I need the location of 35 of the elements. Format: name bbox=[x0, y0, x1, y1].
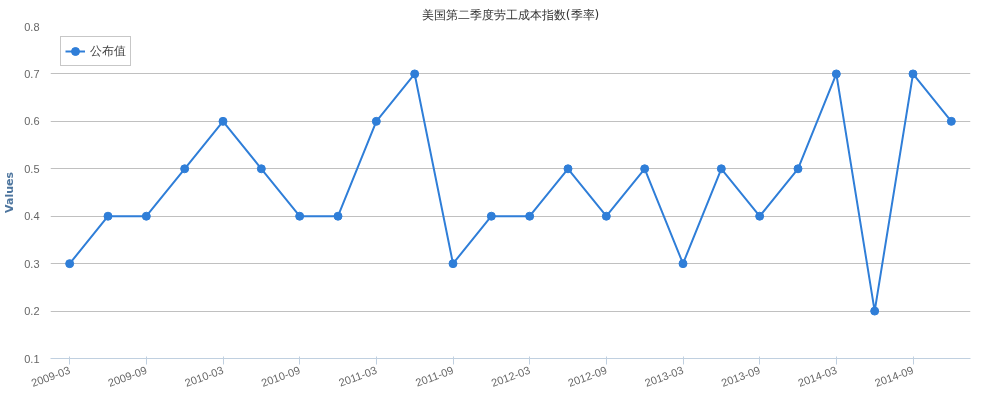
point bbox=[525, 211, 535, 221]
point bbox=[908, 69, 918, 79]
y-tick-label: 0.7 bbox=[24, 67, 40, 80]
y-tick-label: 0.5 bbox=[24, 162, 40, 175]
chart-title: 美国第二季度劳工成本指数(季率) bbox=[421, 7, 600, 22]
point bbox=[295, 211, 305, 221]
point bbox=[218, 116, 228, 126]
point bbox=[870, 306, 880, 316]
y-tick-label: 0.4 bbox=[24, 210, 40, 223]
y-tick-label: 0.2 bbox=[24, 305, 40, 318]
point bbox=[141, 211, 151, 221]
point bbox=[678, 259, 688, 269]
point bbox=[831, 69, 841, 79]
point bbox=[371, 116, 381, 126]
point bbox=[793, 164, 803, 174]
point bbox=[180, 164, 190, 174]
legend-label: 公布值 bbox=[90, 42, 126, 60]
point bbox=[448, 259, 458, 269]
y-tick-label: 0.3 bbox=[24, 257, 40, 270]
y-axis-title: Values bbox=[3, 171, 17, 213]
point bbox=[410, 69, 420, 79]
point bbox=[65, 259, 75, 269]
y-tick-label: 0.8 bbox=[24, 20, 40, 33]
y-tick-label: 0.1 bbox=[24, 352, 40, 365]
point bbox=[563, 164, 573, 174]
point bbox=[946, 116, 956, 126]
point bbox=[640, 164, 650, 174]
point bbox=[103, 211, 113, 221]
point bbox=[601, 211, 611, 221]
point bbox=[755, 211, 765, 221]
point bbox=[333, 211, 343, 221]
point bbox=[716, 164, 726, 174]
y-tick-label: 0.6 bbox=[24, 115, 40, 128]
point bbox=[486, 211, 496, 221]
point bbox=[256, 164, 266, 174]
